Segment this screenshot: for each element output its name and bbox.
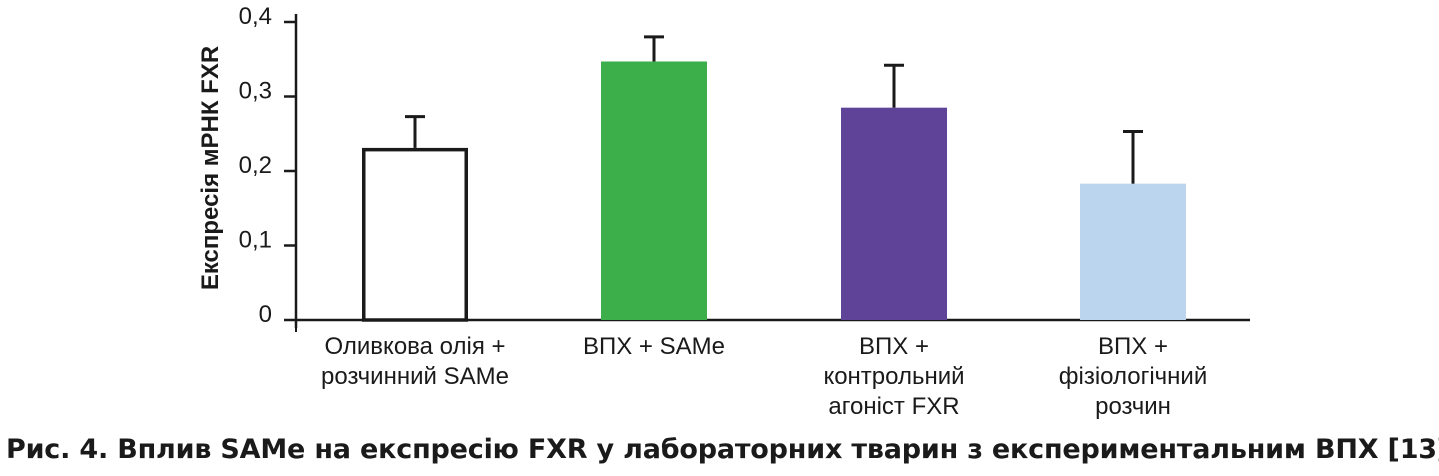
bar (1080, 183, 1186, 320)
category-label: ВПХ + (859, 333, 929, 360)
y-axis: 0 0,1 0,2 0,3 0,4 (239, 3, 298, 328)
category-label: контрольний (823, 363, 964, 390)
bar (841, 107, 947, 320)
category-label: Оливкова олія + (324, 333, 505, 360)
y-tick-label: 0,3 (239, 78, 272, 105)
x-axis (295, 318, 1250, 332)
category-label: ВПХ + SAMe (583, 333, 725, 360)
category-label: фізіологічний (1059, 363, 1208, 390)
figure-caption: Рис. 4. Вплив SAMe на експресію FXR у ла… (6, 434, 1439, 465)
y-tick-label: 0,4 (239, 3, 272, 30)
y-axis-title: Експресія мРНК FXR (197, 46, 224, 290)
error-bars (405, 35, 1143, 184)
bars (362, 61, 1186, 322)
category-label: агоніст FXR (828, 393, 959, 420)
y-tick-label: 0 (259, 301, 272, 328)
category-label: розчин (1095, 393, 1171, 420)
bar (601, 61, 707, 321)
y-tick-label: 0,1 (239, 227, 272, 254)
category-label: розчинний SAMe (321, 363, 509, 390)
category-labels: Оливкова олія + розчинний SAMe ВПХ + SAMe В… (321, 333, 1207, 420)
bar (362, 147, 468, 322)
category-label: ВПХ + (1098, 333, 1168, 360)
y-tick-label: 0,2 (239, 152, 272, 179)
